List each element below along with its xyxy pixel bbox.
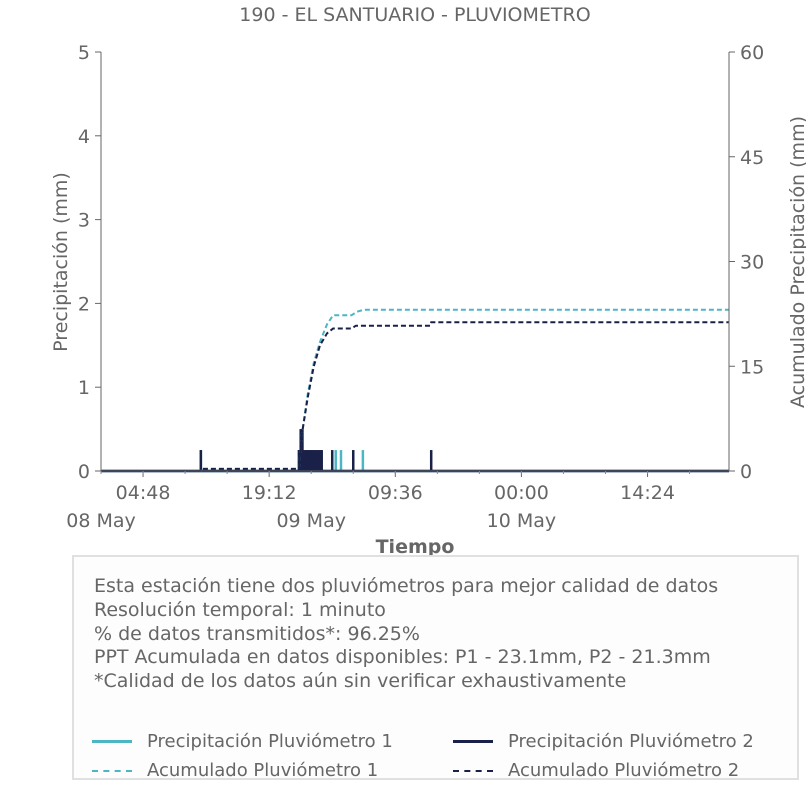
chart-title: 190 - EL SANTUARIO - PLUVIOMETRO bbox=[239, 4, 590, 26]
info-line: Esta estación tiene dos pluviómetros par… bbox=[94, 575, 719, 597]
info-line: Resolución temporal: 1 minuto bbox=[94, 598, 386, 621]
x-date-label: 08 May bbox=[66, 510, 136, 532]
info-text: Esta estación tiene dos pluviómetros par… bbox=[94, 575, 718, 694]
x-tick-label: 19:12 bbox=[242, 482, 297, 504]
info-line: *Calidad de los datos aún sin verificar … bbox=[94, 670, 627, 693]
y-tick-label: 2 bbox=[78, 293, 90, 315]
x-tick-label: 04:48 bbox=[116, 482, 171, 504]
y2-tick-label: 45 bbox=[740, 147, 764, 169]
rainfall-chart: 190 - EL SANTUARIO - PLUVIOMETRO 0123450… bbox=[50, 4, 806, 558]
y2-tick-label: 60 bbox=[740, 42, 764, 64]
x-date-label: 09 May bbox=[276, 510, 346, 532]
legend-item-precip-p2: Precipitación Pluviómetro 2 bbox=[453, 731, 754, 752]
y-tick-label: 1 bbox=[78, 377, 90, 399]
y-tick-label: 5 bbox=[78, 42, 90, 64]
y-tick-label: 3 bbox=[78, 210, 90, 232]
legend-swatch bbox=[92, 740, 132, 743]
legend-swatch bbox=[92, 769, 132, 772]
legend-label: Acumulado Pluviómetro 1 bbox=[147, 760, 379, 781]
y2-axis-label: Acumulado Precipitación (mm) bbox=[787, 116, 806, 408]
y2-tick-label: 15 bbox=[740, 356, 764, 378]
legend-swatch bbox=[453, 740, 493, 743]
legend-label: Acumulado Pluviómetro 2 bbox=[508, 760, 740, 781]
legend-item-accum-p2: Acumulado Pluviómetro 2 bbox=[453, 760, 739, 781]
legend-item-precip-p1: Precipitación Pluviómetro 1 bbox=[92, 731, 393, 752]
series-line-acumulado-pluviometro-2 bbox=[101, 321, 729, 472]
x-tick-label: 00:00 bbox=[494, 482, 549, 504]
y2-tick-label: 30 bbox=[740, 252, 764, 274]
info-box: Esta estación tiene dos pluviómetros par… bbox=[72, 555, 799, 781]
x-tick-label: 09:36 bbox=[368, 482, 423, 504]
y-tick-label: 0 bbox=[78, 461, 90, 483]
legend-swatch bbox=[453, 769, 493, 772]
y2-tick-label: 0 bbox=[740, 461, 752, 483]
series-line-acumulado-pluviometro-1 bbox=[101, 308, 729, 472]
legend-item-accum-p1: Acumulado Pluviómetro 1 bbox=[92, 760, 378, 781]
y-tick-label: 4 bbox=[78, 126, 90, 148]
x-tick-label: 14:24 bbox=[620, 482, 675, 504]
info-line: % de datos transmitidos*: 96.25% bbox=[94, 622, 420, 645]
legend-label: Precipitación Pluviómetro 2 bbox=[508, 731, 754, 752]
legend-label: Precipitación Pluviómetro 1 bbox=[147, 731, 393, 752]
y-axis-label: Precipitación (mm) bbox=[50, 172, 72, 352]
x-axis-label: Tiempo bbox=[376, 536, 455, 558]
plot-area bbox=[101, 308, 729, 473]
info-line: PPT Acumulada en datos disponibles: P1 -… bbox=[94, 646, 711, 669]
x-date-label: 10 May bbox=[487, 510, 557, 532]
